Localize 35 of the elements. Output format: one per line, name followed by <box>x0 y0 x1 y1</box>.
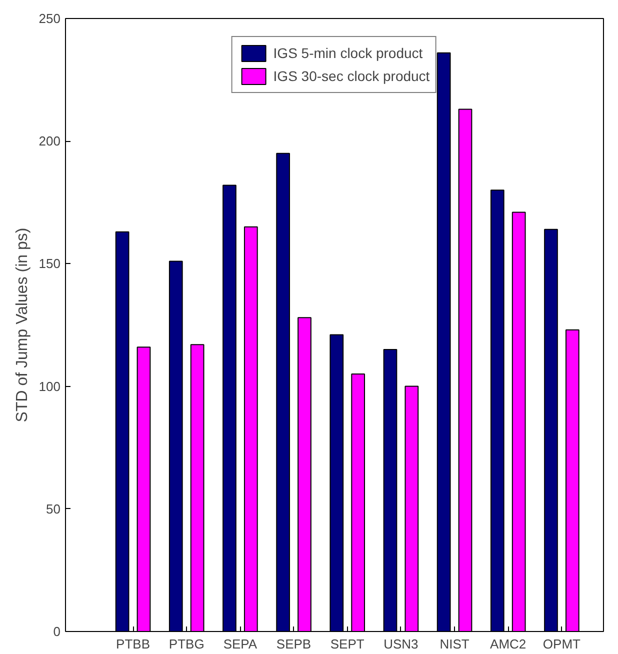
bar <box>190 344 204 632</box>
bar <box>222 184 236 632</box>
bar <box>512 212 526 632</box>
bar <box>244 226 258 632</box>
y-axis-title: STD of Jump Values (in ps) <box>14 228 31 422</box>
x-tick-label: SEPT <box>330 636 364 652</box>
bar <box>565 329 580 632</box>
x-tick-label: PTBB <box>116 636 150 652</box>
x-tick-label: OPMT <box>542 636 581 652</box>
bar <box>383 349 398 632</box>
y-tick-label: 100 <box>38 378 61 394</box>
x-tick-label: PTBG <box>168 636 204 652</box>
legend-label: IGS 30-sec clock product <box>273 68 430 84</box>
y-tick-label: 0 <box>53 624 61 639</box>
bar <box>330 334 344 632</box>
bar <box>168 260 183 632</box>
bar <box>136 346 151 632</box>
bar <box>404 386 419 632</box>
y-tick-label: 200 <box>38 134 61 149</box>
bar <box>490 190 504 632</box>
y-tick-label: 150 <box>38 256 61 272</box>
x-tick-label: SEPB <box>276 636 312 652</box>
y-tick-label: 250 <box>38 11 61 26</box>
bar <box>351 374 366 632</box>
bar <box>298 317 312 632</box>
bar <box>276 152 290 632</box>
bar <box>458 108 472 632</box>
bar <box>544 228 558 632</box>
legend-label: IGS 5-min clock product <box>273 45 423 61</box>
x-tick-label: USN3 <box>384 636 418 652</box>
bar <box>115 231 130 632</box>
x-tick-label: NIST <box>440 636 470 652</box>
y-tick-label: 50 <box>46 501 61 516</box>
x-tick-label: AMC2 <box>490 636 526 652</box>
x-tick-label: SEPA <box>223 636 258 652</box>
